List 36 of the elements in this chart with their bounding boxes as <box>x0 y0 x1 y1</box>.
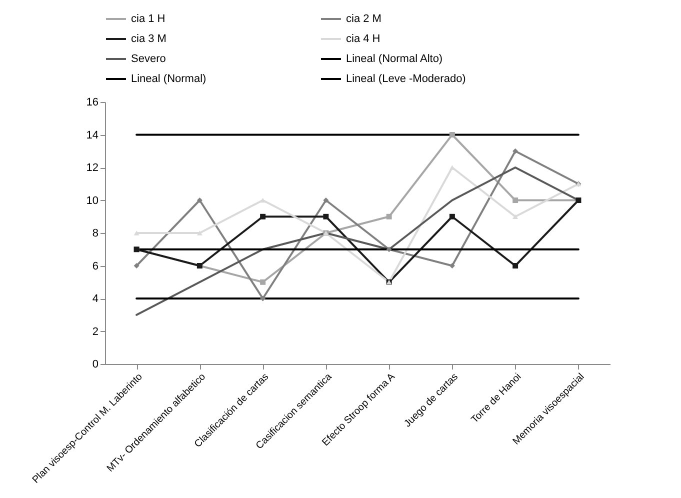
point <box>196 198 202 203</box>
point <box>449 132 455 138</box>
y-tick-label: 0 <box>92 358 98 370</box>
point <box>512 148 518 154</box>
y-tick-label: 12 <box>86 162 98 174</box>
point <box>323 198 329 203</box>
y-tick-label: 2 <box>92 326 98 338</box>
point <box>260 279 266 285</box>
y-tick-label: 14 <box>86 129 98 142</box>
y-tick-label: 10 <box>86 194 98 207</box>
y-tick-label: 16 <box>86 96 98 108</box>
point <box>512 214 518 219</box>
legend-label: cia 4 H <box>346 33 380 45</box>
legend-label: Severo <box>131 53 166 65</box>
legend-label: cia 1 H <box>131 13 166 25</box>
point <box>260 296 266 302</box>
point <box>323 214 329 220</box>
legend-label: cia 2 M <box>346 13 382 25</box>
point <box>386 246 392 252</box>
point <box>386 214 392 220</box>
legend-label: cia 3 M <box>131 33 166 45</box>
point <box>260 214 266 220</box>
point <box>449 214 455 220</box>
legend-label: Lineal (Normal) <box>131 73 206 85</box>
point <box>196 230 202 236</box>
point <box>512 263 518 268</box>
point <box>512 198 518 203</box>
y-tick-label: 6 <box>92 260 98 272</box>
legend-label: Lineal (Normal Alto) <box>346 53 443 65</box>
y-tick-label: 4 <box>92 293 98 305</box>
point <box>134 263 140 268</box>
point <box>449 263 455 268</box>
point <box>260 198 266 203</box>
point <box>134 230 140 236</box>
legend-label: Lineal (Leve -Moderado) <box>346 73 466 85</box>
y-tick-label: 8 <box>92 228 98 240</box>
